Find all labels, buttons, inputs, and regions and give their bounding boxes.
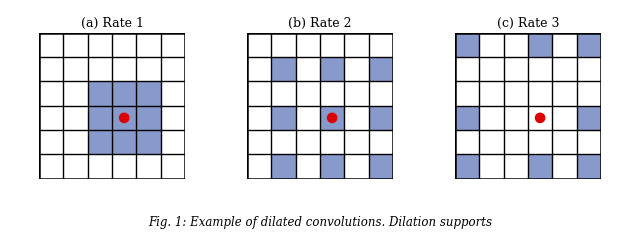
Bar	[271, 154, 296, 179]
Circle shape	[328, 113, 337, 122]
Bar	[577, 33, 601, 57]
Bar	[528, 33, 552, 57]
Bar	[88, 82, 112, 106]
Bar	[112, 130, 136, 154]
Bar	[369, 57, 393, 82]
Text: Fig. 1: Example of dilated convolutions. Dilation supports: Fig. 1: Example of dilated convolutions.…	[148, 215, 492, 229]
Bar	[577, 154, 601, 179]
Bar	[369, 154, 393, 179]
Bar	[136, 82, 161, 106]
Bar	[577, 106, 601, 130]
Bar	[455, 154, 479, 179]
Bar	[271, 106, 296, 130]
Bar	[271, 57, 296, 82]
Circle shape	[536, 113, 545, 122]
Bar	[369, 106, 393, 130]
Bar	[455, 33, 479, 57]
Title: (c) Rate 3: (c) Rate 3	[497, 17, 559, 30]
Circle shape	[120, 113, 129, 122]
Bar	[88, 106, 112, 130]
Title: (b) Rate 2: (b) Rate 2	[288, 17, 352, 30]
Bar	[112, 82, 136, 106]
Bar	[528, 154, 552, 179]
Bar	[88, 130, 112, 154]
Title: (a) Rate 1: (a) Rate 1	[81, 17, 143, 30]
Bar	[136, 130, 161, 154]
Bar	[320, 106, 344, 130]
Bar	[112, 106, 136, 130]
Bar	[136, 106, 161, 130]
Bar	[455, 106, 479, 130]
Bar	[320, 57, 344, 82]
Bar	[320, 154, 344, 179]
